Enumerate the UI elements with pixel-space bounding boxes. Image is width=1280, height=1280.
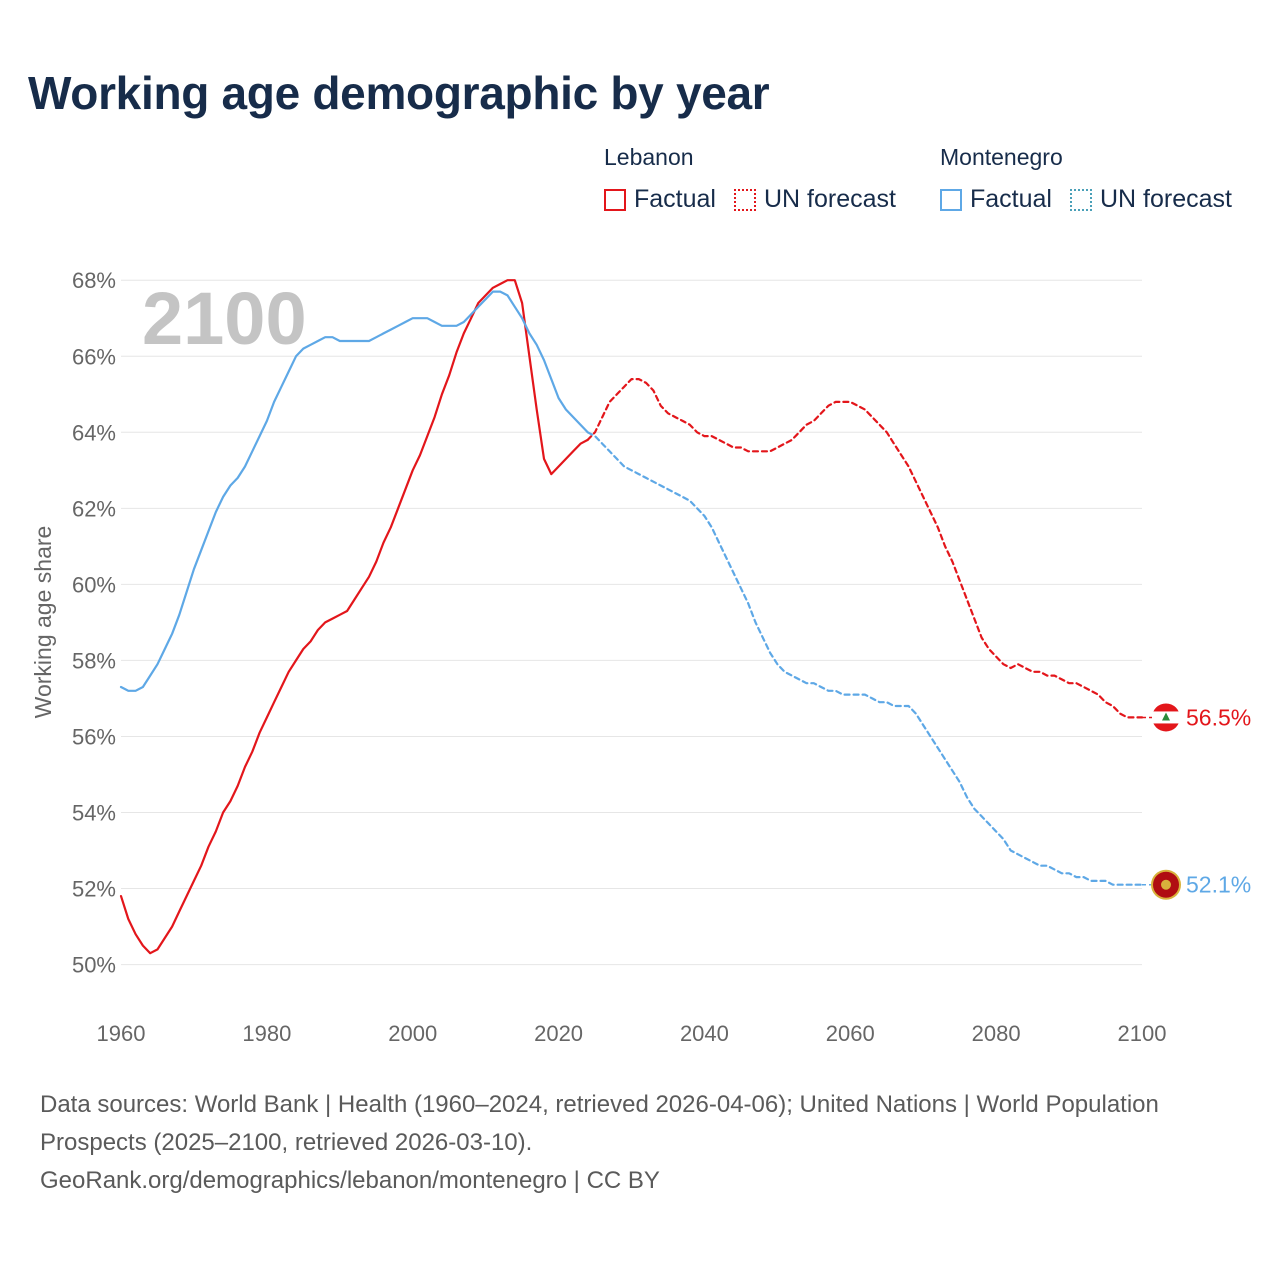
x-tick-label: 2100	[1118, 1021, 1167, 1046]
x-tick-label: 2000	[388, 1021, 437, 1046]
cedar-icon	[1162, 712, 1170, 721]
series-montenegro-factual	[119, 290, 589, 692]
legend-lebanon: Lebanon Factual UN forecast	[604, 144, 896, 214]
y-axis-label: Working age share	[30, 526, 56, 719]
y-tick-label: 52%	[72, 877, 116, 902]
legend-lebanon-forecast[interactable]: UN forecast	[733, 185, 896, 214]
x-tick-label: 1960	[97, 1021, 146, 1046]
series-lebanon-forecast	[586, 378, 1144, 719]
y-tick-label: 66%	[72, 344, 116, 369]
legend-swatch-solid-blue	[940, 188, 962, 211]
x-tick-label: 1980	[242, 1021, 291, 1046]
x-tick-label: 2040	[680, 1021, 729, 1046]
y-tick-label: 68%	[72, 268, 116, 293]
line-chart: 50% 52% 54% 56% 58% 60% 62% 64% 66% 68% 1960 1980 20…	[30, 268, 1251, 1046]
legend-swatch-dotted-red	[733, 188, 756, 211]
legend-montenegro-factual-label: Factual	[970, 185, 1052, 213]
legend-lebanon-forecast-label: UN forecast	[763, 185, 896, 213]
year-watermark: 2100	[142, 277, 307, 360]
legend-lebanon-factual-label: Factual	[634, 185, 716, 213]
series-montenegro-forecast	[586, 431, 1144, 886]
x-tick-label: 2080	[972, 1021, 1021, 1046]
y-tick-label: 58%	[72, 648, 116, 673]
footer-sources: Data sources: World Bank | Health (1960–…	[40, 1091, 1159, 1156]
coat-of-arms-icon	[1161, 879, 1171, 890]
legend-lebanon-factual[interactable]: Factual	[604, 185, 716, 214]
y-tick-label: 60%	[72, 572, 116, 597]
footer-attribution: GeoRank.org/demographics/lebanon/montene…	[40, 1167, 660, 1194]
legend-montenegro-forecast-label: UN forecast	[1099, 185, 1232, 213]
legend-montenegro-factual[interactable]: Factual	[940, 185, 1052, 214]
legend-montenegro-label: Montenegro	[940, 144, 1063, 170]
y-tick-label: 54%	[72, 801, 116, 826]
end-value-label: 52.1%	[1186, 872, 1251, 898]
legend-lebanon-label: Lebanon	[604, 144, 694, 170]
y-tick-label: 56%	[72, 724, 116, 749]
series-lebanon-factual	[119, 279, 589, 955]
legend-montenegro-forecast[interactable]: UN forecast	[1069, 185, 1232, 214]
footer: Data sources: World Bank | Health (1960–…	[40, 1086, 1240, 1200]
x-tick-label: 2020	[534, 1021, 583, 1046]
legend-montenegro: Montenegro Factual UN forecast	[940, 144, 1232, 214]
end-value-label: 56.5%	[1186, 704, 1251, 730]
legend-swatch-solid-red	[604, 188, 626, 211]
y-tick-label: 62%	[72, 496, 116, 521]
chart-title: Working age demographic by year	[28, 67, 770, 119]
y-tick-label: 50%	[72, 953, 116, 978]
y-tick-label: 64%	[72, 420, 116, 445]
legend-swatch-dotted-blue	[1069, 188, 1092, 211]
x-tick-label: 2060	[826, 1021, 875, 1046]
